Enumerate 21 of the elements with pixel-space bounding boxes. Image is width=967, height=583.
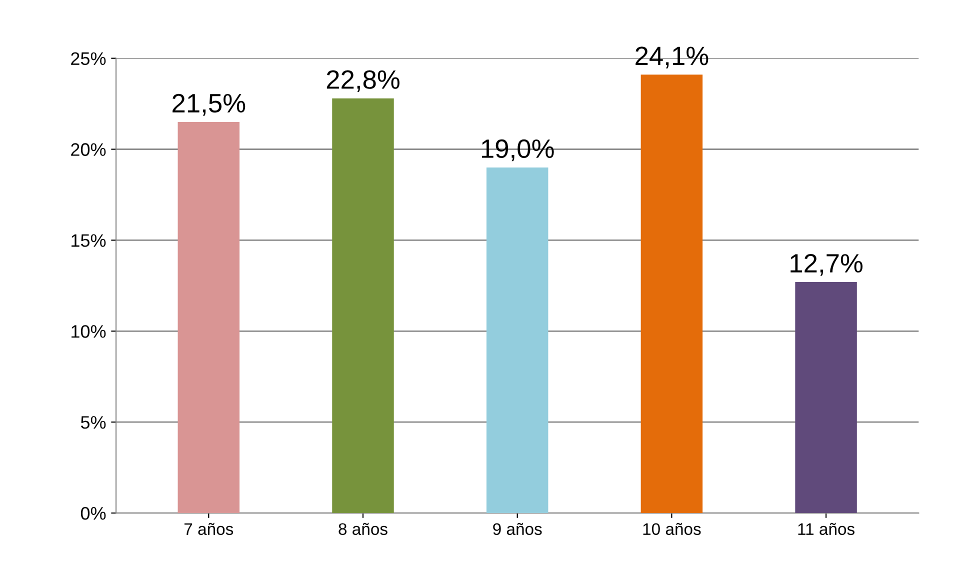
y-tick-label: 15% <box>72 234 106 247</box>
x-tick-label: 9 años <box>493 522 542 536</box>
y-tick-label: 25% <box>71 52 106 66</box>
data-label: 12,7% <box>790 254 863 276</box>
data-label: 19,0% <box>482 139 554 162</box>
data-label: 24,1% <box>636 46 708 68</box>
data-label: 22,8% <box>326 70 400 92</box>
bar <box>178 122 240 514</box>
y-tick-label: 5% <box>80 416 106 429</box>
bar <box>640 74 703 514</box>
bar <box>332 98 394 514</box>
bar <box>486 167 548 514</box>
x-tick-label: 8 años <box>338 522 388 536</box>
x-tick-label: 10 años <box>643 522 701 536</box>
data-label: 21,5% <box>172 94 246 116</box>
y-tick-label: 10% <box>72 325 106 338</box>
y-tick-label: 0% <box>80 506 106 520</box>
y-tick-label: 20% <box>71 143 106 156</box>
x-tick-label: 11 años <box>798 522 854 536</box>
bar <box>795 282 857 514</box>
x-tick-label: 7 años <box>184 522 234 536</box>
